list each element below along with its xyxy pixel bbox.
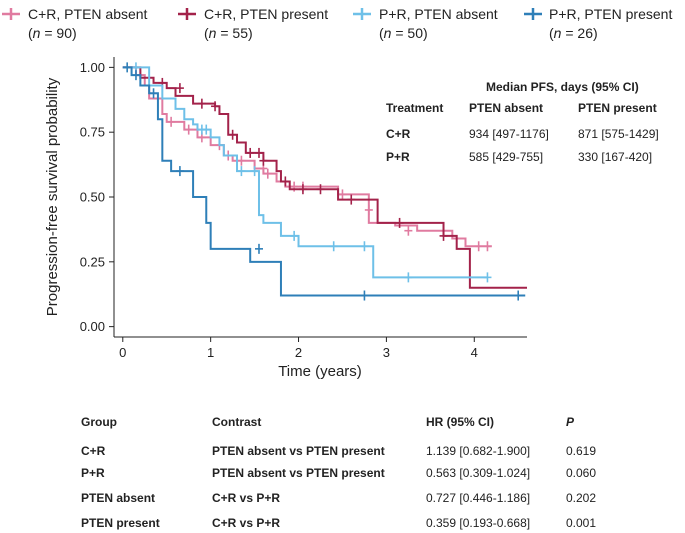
legend-n-pr-absent: (n = 50) <box>379 25 428 41</box>
hr-table: Group Contrast HR (95% CI) P C+R PTEN ab… <box>81 415 596 530</box>
series-2 <box>122 66 527 289</box>
y-tick-label: 0.00 <box>80 319 105 334</box>
hr-row-3-hr: 0.727 [0.446-1.186] <box>426 491 530 505</box>
legend-entry-cr-absent: C+R, PTEN absent (n = 90) <box>2 6 148 41</box>
legend-entry-cr-present: C+R, PTEN present (n = 55) <box>178 6 328 41</box>
hr-head-group: Group <box>81 415 117 429</box>
hr-row-4-hr: 0.359 [0.193-0.668] <box>426 516 530 530</box>
legend: C+R, PTEN absent (n = 90) C+R, PTEN pres… <box>2 6 672 41</box>
hr-row-2-p: 0.060 <box>566 466 596 480</box>
y-tick-label: 1.00 <box>80 60 105 75</box>
hr-row-2-contrast: PTEN absent vs PTEN present <box>212 466 385 480</box>
x-tick-label: 3 <box>383 345 390 360</box>
median-row-cr-absent: 934 [497-1176] <box>469 127 549 141</box>
hr-row-1-contrast: PTEN absent vs PTEN present <box>212 444 385 458</box>
hr-row-1-p: 0.619 <box>566 444 596 458</box>
median-row-pr-absent: 585 [429-755] <box>469 150 543 164</box>
x-ticks: 0 1 2 3 4 <box>119 337 478 360</box>
hr-row-3-p: 0.202 <box>566 491 596 505</box>
median-head-absent: PTEN absent <box>469 101 543 115</box>
median-row-pr-label: P+R <box>386 150 410 164</box>
y-tick-label: 0.25 <box>80 254 105 269</box>
hr-row-3-contrast: C+R vs P+R <box>212 491 280 505</box>
median-row-pr-present: 330 [167-420] <box>578 150 652 164</box>
median-row-cr-present: 871 [575-1429] <box>578 127 659 141</box>
median-head-treatment: Treatment <box>386 101 443 115</box>
x-axis-title: Time (years) <box>278 363 362 380</box>
legend-entry-pr-absent: P+R, PTEN absent (n = 50) <box>353 6 498 41</box>
hr-row-4-p: 0.001 <box>566 516 596 530</box>
x-tick-label: 2 <box>295 345 302 360</box>
hr-row-1-group: C+R <box>81 444 106 458</box>
km-curve-line <box>122 66 492 248</box>
hr-head-p: P <box>566 415 575 429</box>
legend-label-cr-absent: C+R, PTEN absent <box>28 6 148 22</box>
km-curve-line <box>122 66 488 279</box>
hr-row-2-hr: 0.563 [0.309-1.024] <box>426 466 530 480</box>
y-axis-title: Progression-free survival probability <box>44 77 61 316</box>
km-curves <box>122 62 527 301</box>
hr-row-3-group: PTEN absent <box>81 491 155 505</box>
legend-entry-pr-present: P+R, PTEN present (n = 26) <box>524 6 672 41</box>
median-pfs-title: Median PFS, days (95% CI) <box>486 80 639 94</box>
hr-row-2-group: P+R <box>81 466 105 480</box>
legend-label-cr-present: C+R, PTEN present <box>204 6 328 22</box>
series-3 <box>122 62 492 283</box>
y-tick-label: 0.75 <box>80 125 105 140</box>
hr-row-4-contrast: C+R vs P+R <box>212 516 280 530</box>
hr-row-4-group: PTEN present <box>81 516 160 530</box>
y-tick-label: 0.50 <box>80 190 105 205</box>
x-tick-label: 4 <box>471 345 478 360</box>
legend-label-pr-present: P+R, PTEN present <box>549 6 672 22</box>
x-tick-label: 1 <box>207 345 214 360</box>
legend-n-cr-present: (n = 55) <box>204 25 253 41</box>
median-pfs-table: Median PFS, days (95% CI) Treatment PTEN… <box>386 80 659 164</box>
y-ticks: 0.00 0.25 0.50 0.75 1.00 <box>80 60 114 334</box>
legend-n-cr-absent: (n = 90) <box>28 25 77 41</box>
hr-head-hr: HR (95% CI) <box>426 415 494 429</box>
legend-label-pr-absent: P+R, PTEN absent <box>379 6 498 22</box>
median-row-cr-label: C+R <box>386 127 411 141</box>
hr-row-1-hr: 1.139 [0.682-1.900] <box>426 444 530 458</box>
hr-head-contrast: Contrast <box>212 415 261 429</box>
series-4 <box>122 62 526 301</box>
km-curve-line <box>122 66 526 297</box>
median-head-present: PTEN present <box>578 101 657 115</box>
x-tick-label: 0 <box>119 345 126 360</box>
km-curve-line <box>122 66 527 289</box>
legend-n-pr-present: (n = 26) <box>549 25 598 41</box>
